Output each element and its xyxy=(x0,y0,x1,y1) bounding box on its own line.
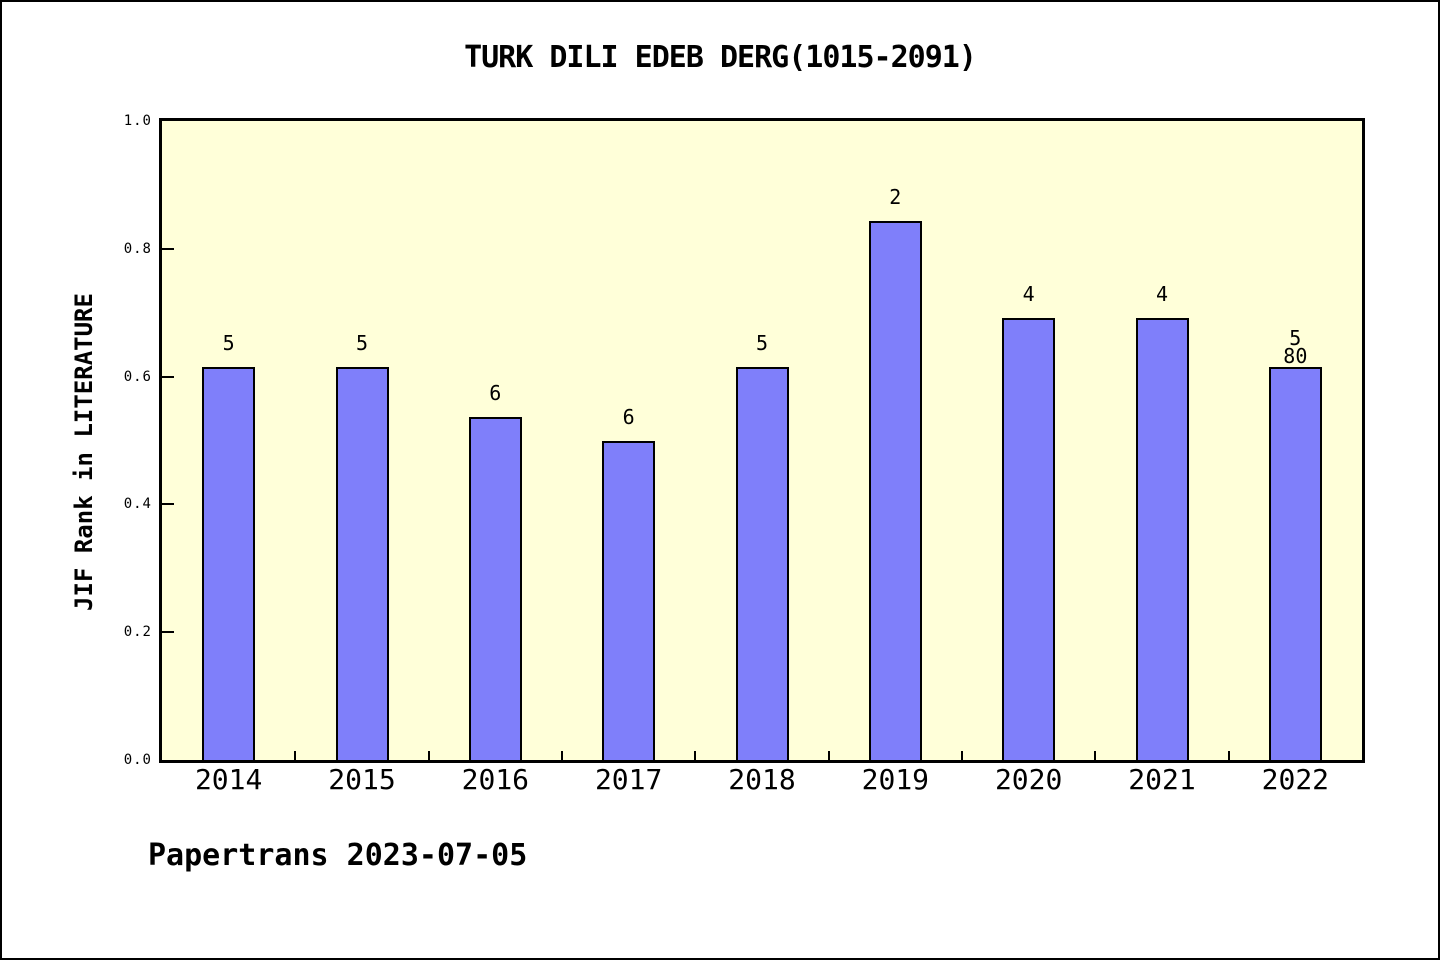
x-tick-mark-2 xyxy=(427,751,430,760)
plot-area: 5 5 6 6 5 2 4 4 5 80 xyxy=(159,118,1365,763)
bar-2018 xyxy=(735,367,789,760)
y-axis-label: JIF Rank in LITERATURE xyxy=(70,293,98,611)
chart-title: TURK DILI EDEB DERG(1015-2091) xyxy=(464,40,977,75)
x-tick-mark-1 xyxy=(294,751,297,760)
bar-value-label-2015: 5 xyxy=(355,331,369,356)
bar-2014 xyxy=(202,367,256,760)
bar-value-label-2020: 4 xyxy=(1022,282,1035,307)
x-tick-label-2017: 2017 xyxy=(594,763,663,796)
x-tick-mark-5 xyxy=(827,751,830,760)
bar-2015 xyxy=(335,367,389,760)
x-tick-label-2021: 2021 xyxy=(1128,763,1196,796)
x-tick-label-2020: 2020 xyxy=(994,763,1063,796)
y-tick-label-1.0: 1.0 xyxy=(123,113,152,129)
y-tick-mark-0.2 xyxy=(162,631,174,634)
bar-extra-label-2022: 80 xyxy=(1283,344,1308,369)
bar-2017 xyxy=(602,440,656,760)
x-tick-mark-8 xyxy=(1227,751,1230,760)
bar-2019 xyxy=(868,220,922,760)
y-tick-label-0.6: 0.6 xyxy=(123,368,152,385)
x-tick-label-2014: 2014 xyxy=(194,763,263,796)
x-tick-label-2018: 2018 xyxy=(728,763,796,796)
x-tick-mark-6 xyxy=(961,751,963,760)
bar-value-label-2016: 6 xyxy=(489,380,502,405)
y-tick-label-0.0: 0.0 xyxy=(123,752,152,768)
y-tick-mark-0.4 xyxy=(162,503,174,506)
x-tick-label-2016: 2016 xyxy=(461,763,530,796)
y-tick-label-0.4: 0.4 xyxy=(123,496,152,513)
bar-2016 xyxy=(468,416,522,760)
y-tick-label-0.2: 0.2 xyxy=(123,624,152,641)
bar-value-label-2021: 4 xyxy=(1155,282,1169,307)
y-tick-label-0.8: 0.8 xyxy=(123,240,152,257)
bar-2021 xyxy=(1135,318,1189,760)
y-tick-mark-0.8 xyxy=(162,247,174,250)
bar-value-label-2018: 5 xyxy=(755,331,769,356)
bar-2020 xyxy=(1002,318,1056,760)
x-tick-mark-4 xyxy=(694,751,697,760)
bar-2022 xyxy=(1268,367,1322,760)
x-tick-mark-3 xyxy=(561,751,563,760)
y-tick-mark-0.6 xyxy=(162,375,174,378)
x-tick-label-2015: 2015 xyxy=(328,763,396,796)
x-tick-label-2022: 2022 xyxy=(1261,763,1330,796)
x-tick-mark-7 xyxy=(1094,751,1097,760)
watermark-text: Papertrans 2023-07-05 xyxy=(148,838,528,873)
x-tick-label-2019: 2019 xyxy=(861,763,930,796)
bar-value-label-2014: 5 xyxy=(222,331,235,356)
bar-value-label-2019: 2 xyxy=(889,184,902,209)
bar-value-label-2017: 6 xyxy=(622,404,635,429)
bar-value-label-2022: 5 xyxy=(1289,326,1302,351)
